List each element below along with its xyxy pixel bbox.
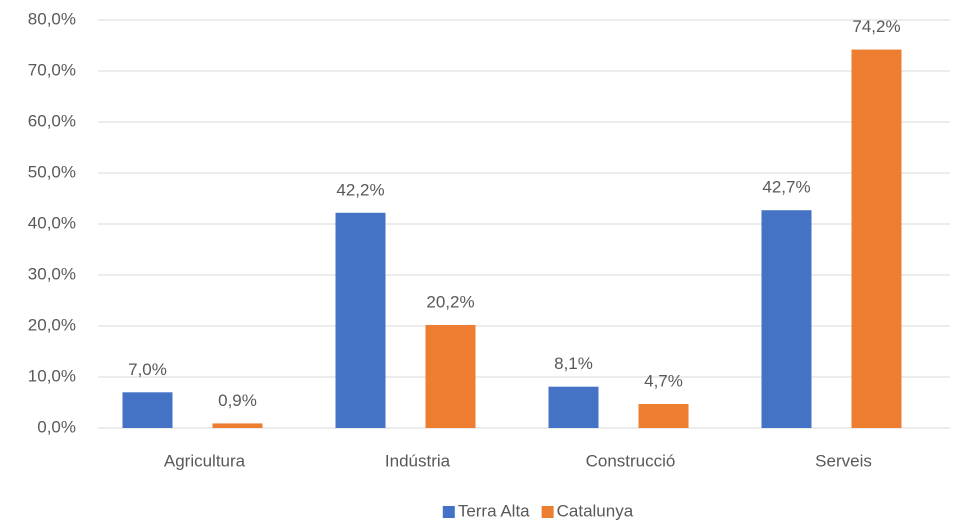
bar <box>761 210 812 428</box>
bar <box>425 324 476 428</box>
legend-label: Terra Alta <box>458 501 530 520</box>
value-label: 7,0% <box>128 360 167 379</box>
x-tick-label: Serveis <box>815 451 872 470</box>
legend-swatch <box>541 506 554 518</box>
value-label: 8,1% <box>554 354 593 373</box>
bar <box>122 392 173 428</box>
bar <box>212 423 263 428</box>
y-tick-label: 30,0% <box>28 264 76 283</box>
value-label: 74,2% <box>852 17 900 36</box>
value-label: 42,7% <box>762 178 810 197</box>
legend-label: Catalunya <box>557 501 634 520</box>
y-tick-label: 70,0% <box>28 60 76 79</box>
y-tick-label: 20,0% <box>28 315 76 334</box>
value-label: 42,2% <box>336 180 384 199</box>
value-label: 0,9% <box>218 391 257 410</box>
x-tick-label: Construcció <box>586 451 676 470</box>
y-tick-label: 40,0% <box>28 213 76 232</box>
x-tick-label: Indústria <box>385 451 451 470</box>
value-label: 4,7% <box>644 372 683 391</box>
y-tick-label: 10,0% <box>28 366 76 385</box>
bar <box>335 212 386 428</box>
legend-swatch <box>442 506 455 518</box>
bar <box>548 386 599 428</box>
y-tick-label: 80,0% <box>28 9 76 28</box>
y-tick-label: 0,0% <box>37 417 76 436</box>
x-tick-label: Agricultura <box>164 451 246 470</box>
y-tick-label: 50,0% <box>28 162 76 181</box>
y-tick-label: 60,0% <box>28 111 76 130</box>
bar <box>851 49 902 429</box>
value-label: 20,2% <box>426 292 474 311</box>
bar <box>638 404 689 428</box>
